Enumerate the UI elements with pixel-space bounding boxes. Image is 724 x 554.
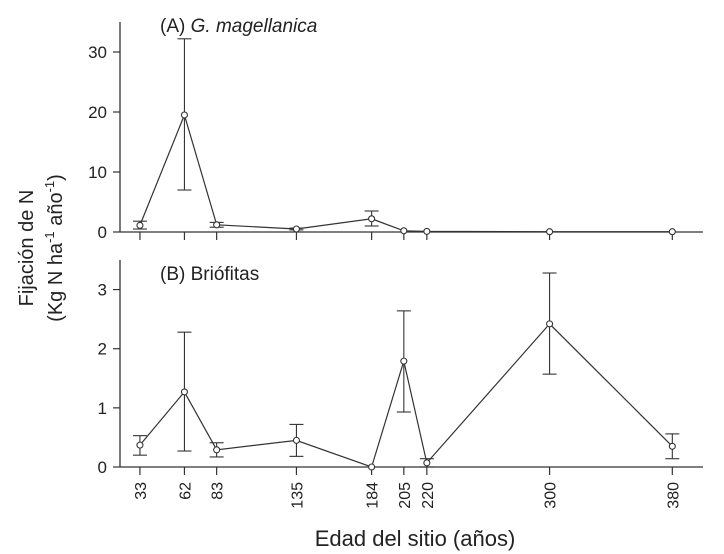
panel-b-series-line — [139, 323, 673, 468]
panel-a-label: (A) — [160, 16, 191, 37]
panel-a: 0 10 20 30 — [88, 22, 703, 242]
panel-b-data-point — [423, 459, 431, 467]
panel-b-y-tick-label: 0 — [98, 458, 107, 477]
panel-a-data-point — [213, 221, 221, 229]
panel-a-data-point — [668, 228, 676, 236]
panel-b-y-tick-label: 3 — [98, 281, 107, 300]
panel-a-data-point — [136, 221, 144, 229]
panel-a-y-tick-label: 30 — [88, 43, 107, 62]
panel-a-y-tick-label: 20 — [88, 103, 107, 122]
panel-a-data-point — [292, 225, 300, 233]
panel-a-data-point — [368, 215, 376, 223]
x-tick-label: 220 — [420, 482, 437, 509]
x-tick-label: 380 — [665, 482, 682, 509]
x-tick-label: 205 — [397, 482, 414, 509]
panel-b-data-point — [292, 436, 300, 444]
panel-a-data-point — [423, 227, 431, 235]
panel-b-data-point — [668, 442, 676, 450]
panel-b-data-point — [368, 463, 376, 471]
y-axis-label: Fijación de N (Kg N ha-1 año-1) — [16, 174, 67, 322]
panel-b-y-tick-label: 2 — [98, 340, 107, 359]
panel-a-data-point — [180, 111, 188, 119]
panel-a-y-tick-label: 0 — [98, 223, 107, 242]
panel-b-data-point — [213, 446, 221, 454]
panel-a-y-tick-label: 10 — [88, 163, 107, 182]
x-tick-label: 184 — [365, 482, 382, 509]
x-tick-label: 135 — [289, 482, 306, 509]
panel-b-data-point — [546, 320, 554, 328]
x-tick-label: 83 — [210, 482, 227, 500]
panel-b-data-point — [136, 441, 144, 449]
x-axis-label: Edad del sitio (años) — [315, 526, 516, 551]
panel-b-title: (B) Briófitas — [160, 264, 259, 285]
x-tick-label: 33 — [133, 482, 150, 500]
panel-a-species: G. magellanica — [191, 16, 318, 37]
panel-a-series-line — [139, 113, 673, 233]
panel-b-data-point — [400, 357, 408, 365]
panel-a-data-point — [400, 227, 408, 235]
panel-b-data-point — [180, 388, 188, 396]
panel-a-data-point — [546, 228, 554, 236]
panel-a-title: (A) G. magellanica — [160, 16, 317, 37]
panel-b-y-tick-label: 1 — [98, 399, 107, 418]
x-tick-label: 300 — [543, 482, 560, 509]
x-tick-label: 62 — [177, 482, 194, 500]
y-axis-label-line2: (Kg N ha-1 año-1) — [42, 174, 67, 322]
y-axis-label-line1: Fijación de N — [16, 190, 38, 307]
